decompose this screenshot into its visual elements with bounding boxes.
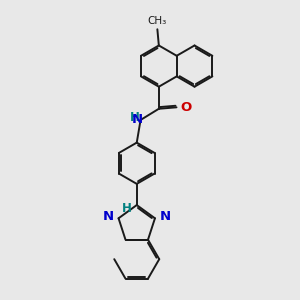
Text: N: N bbox=[131, 113, 142, 126]
Text: CH₃: CH₃ bbox=[148, 16, 167, 26]
Text: H: H bbox=[129, 111, 139, 124]
Text: H: H bbox=[122, 202, 132, 215]
Text: N: N bbox=[159, 210, 170, 223]
Text: O: O bbox=[180, 101, 191, 114]
Text: N: N bbox=[103, 210, 114, 223]
